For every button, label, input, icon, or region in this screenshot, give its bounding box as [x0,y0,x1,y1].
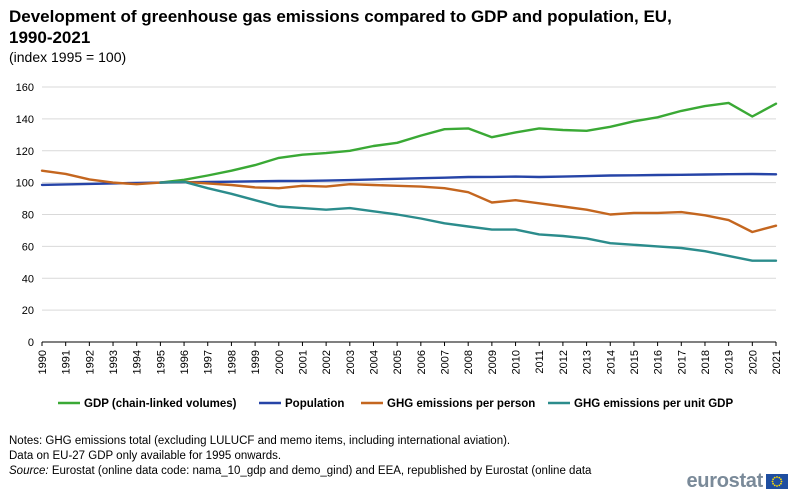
chart-title: Development of greenhouse gas emissions … [9,7,672,47]
legend-label: Population [285,398,344,410]
x-tick-label: 2015 [629,350,641,374]
x-tick-label: 2012 [558,350,570,374]
eurostat-logo-text: eurostat [686,469,763,492]
x-tick-label: 2013 [582,350,594,374]
y-tick-label: 60 [22,241,34,253]
y-tick-label: 120 [16,146,34,158]
x-tick-label: 2019 [724,350,736,374]
x-tick-label: 1999 [250,350,262,374]
series-line-3 [40,169,778,234]
y-tick-label: 160 [16,82,34,94]
source-line: Source: Eurostat (online data code: nama… [9,464,669,479]
x-tick-label: 2007 [440,350,452,374]
eurostat-logo[interactable]: eurostat [686,469,788,492]
legend-label: GDP (chain-linked volumes) [84,398,237,410]
legend-label: GHG emissions per unit GDP [574,398,733,410]
x-tick-label: 2008 [463,350,475,374]
series-line-1 [159,101,778,184]
x-tick-label: 2000 [274,350,286,374]
x-tick-label: 1993 [108,350,120,374]
x-tick-label: 2001 [297,350,309,374]
x-tick-label: 1996 [179,350,191,374]
y-tick-label: 100 [16,178,34,190]
x-tick-label: 2010 [511,350,523,374]
x-tick-label: 1992 [84,350,96,374]
x-tick-label: 2004 [368,350,380,374]
x-tick-label: 1990 [37,350,49,374]
y-tick-label: 80 [22,210,34,222]
chart-subtitle: (index 1995 = 100) [9,49,127,65]
x-tick-label: 2016 [653,350,665,374]
x-tick-label: 1991 [61,350,73,374]
line-chart: 0 20 40 60 80 100 120 140 160 1990 1991 1992 1993 199… [16,82,783,410]
legend-label: GHG emissions per person [387,398,535,410]
y-tick-label: 0 [28,337,34,349]
x-tick-label: 1995 [155,350,167,374]
x-tick-label: 1994 [132,350,144,374]
x-tick-label: 2018 [700,350,712,374]
note-line-1: Notes: GHG emissions total (excluding LU… [9,435,511,447]
y-tick-label: 40 [22,273,34,285]
x-tick-label: 2002 [321,350,333,374]
series-line-4 [159,180,778,262]
x-tick-label: 1998 [226,350,238,374]
x-tick-label: 2005 [392,350,404,374]
x-tick-label: 2014 [605,350,617,374]
x-tick-label: 2003 [345,350,357,374]
y-tick-label: 20 [22,305,34,317]
x-tick-label: 2009 [487,350,499,374]
x-tick-label: 2011 [534,350,546,374]
source-text: Eurostat (online data code: nama_10_gdp … [48,465,592,477]
note-line-2: Data on EU-27 GDP only available for 199… [9,450,282,462]
chart-notes: Notes: GHG emissions total (excluding LU… [9,434,669,479]
x-tick-label: 2020 [747,350,759,374]
x-tick-label: 2006 [416,350,428,374]
x-tick-label: 1997 [203,350,215,374]
eu-flag-icon [766,473,788,489]
source-label: Source: [9,465,49,477]
x-tick-label: 2017 [676,350,688,374]
y-tick-label: 140 [16,114,34,126]
x-tick-label: 2021 [771,350,783,374]
